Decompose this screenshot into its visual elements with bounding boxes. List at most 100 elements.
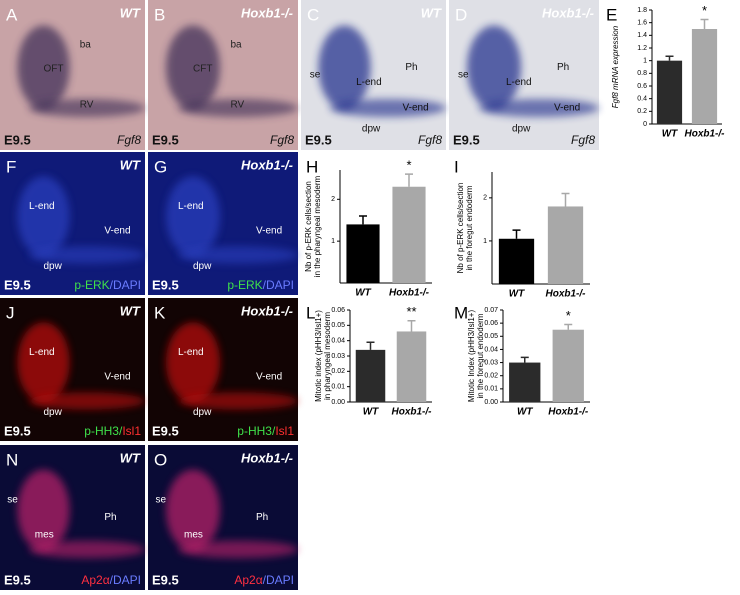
tissue bbox=[17, 176, 70, 257]
image-panel: N WT se mes Ph E9.5 Ap2α/DAPI bbox=[0, 445, 145, 590]
error-bar bbox=[405, 173, 413, 187]
y-axis-label-line: Nb of p-ERK cells/section bbox=[304, 181, 313, 272]
y-tick-label: 0.05 bbox=[331, 322, 345, 329]
image-panel: C WT se L-end Ph V-end dpw E9.5 Fgf8 bbox=[301, 0, 446, 150]
y-axis-label-line: Mitotic Index (pHH3/Isl1+) bbox=[467, 310, 476, 403]
stain-part: Isl1 bbox=[275, 424, 294, 438]
genotype: WT bbox=[120, 450, 141, 465]
anatomy-label: Ph bbox=[557, 62, 569, 73]
panel-letter: N bbox=[6, 450, 18, 469]
y-tick-label: 1.6 bbox=[637, 20, 647, 27]
anatomy-label: V-end bbox=[104, 371, 130, 382]
panel-letter: C bbox=[307, 5, 319, 24]
error-bar bbox=[407, 319, 416, 332]
stain: Fgf8 bbox=[571, 133, 595, 147]
stain: Fgf8 bbox=[270, 133, 294, 147]
bar-chart: I 1 2 Nb of p-ERK cells/sectionin the foreg… bbox=[454, 157, 590, 300]
tissue bbox=[318, 25, 371, 110]
y-tick-label: 0.8 bbox=[637, 70, 647, 77]
error-bar bbox=[359, 215, 367, 225]
anatomy-label: dpw bbox=[44, 407, 63, 418]
error-bar bbox=[564, 323, 573, 330]
x-tick-label: Hoxb1-/- bbox=[548, 407, 589, 418]
panel-letter: E bbox=[606, 5, 617, 24]
genotype: WT bbox=[120, 157, 141, 172]
bar-chart: M0.000.010.020.030.040.050.060.07Mitotic… bbox=[454, 303, 590, 418]
stain: Ap2α/DAPI bbox=[234, 573, 294, 587]
tissue bbox=[29, 99, 145, 117]
anatomy-label: RV bbox=[231, 100, 245, 111]
x-tick-label: Hoxb1-/- bbox=[389, 288, 430, 299]
genotype: WT bbox=[120, 5, 141, 20]
stain-part: p-ERK bbox=[74, 278, 109, 292]
y-tick-label: 0.01 bbox=[484, 386, 498, 393]
tissue bbox=[166, 25, 220, 110]
stage: E9.5 bbox=[152, 132, 179, 147]
error-bar bbox=[366, 341, 375, 350]
error-bar bbox=[700, 18, 709, 29]
stain: p-ERK/DAPI bbox=[74, 278, 141, 292]
y-tick-label: 0.03 bbox=[484, 359, 498, 366]
y-tick-label: 0 bbox=[643, 121, 647, 128]
image-panel: F WT L-end V-end dpw E9.5 p-ERK/DAPI bbox=[0, 152, 145, 295]
anatomy-label: se bbox=[156, 495, 167, 506]
image-panel: A WT ba OFT RV E9.5 Fgf8 bbox=[0, 0, 145, 150]
image-panel: O Hoxb1-/- se mes Ph E9.5 Ap2α/DAPI bbox=[148, 445, 298, 590]
stain-part: Ap2α bbox=[81, 573, 109, 587]
image-panel: G Hoxb1-/- L-end V-end dpw E9.5 p-ERK/DAPI bbox=[148, 152, 298, 295]
anatomy-label: V-end bbox=[104, 225, 130, 236]
y-tick-label: 0.05 bbox=[484, 333, 498, 340]
stain-part: p-HH3/ bbox=[237, 424, 276, 438]
significance: * bbox=[406, 158, 411, 173]
anatomy-label: Ph bbox=[104, 512, 116, 523]
panel-letter: B bbox=[154, 5, 165, 24]
stage: E9.5 bbox=[152, 572, 179, 587]
x-tick-label: WT bbox=[355, 288, 371, 299]
bar bbox=[509, 362, 541, 402]
anatomy-label: V-end bbox=[554, 103, 580, 114]
anatomy-label: dpw bbox=[193, 261, 212, 272]
stain-part: Ap2α bbox=[234, 573, 262, 587]
y-tick-label: 1 bbox=[483, 238, 487, 245]
tissue bbox=[178, 99, 298, 117]
anatomy-label: L-end bbox=[29, 347, 55, 358]
y-tick-label: 1.4 bbox=[637, 32, 647, 39]
genotype: Hoxb1-/- bbox=[542, 5, 594, 20]
bar bbox=[552, 329, 584, 402]
genotype: Hoxb1-/- bbox=[241, 5, 293, 20]
anatomy-label: V-end bbox=[403, 103, 429, 114]
anatomy-label: ba bbox=[231, 40, 243, 51]
stain-part: p-HH3/ bbox=[84, 424, 123, 438]
anatomy-label: L-end bbox=[29, 201, 55, 212]
bar-chart: H 1 2 Nb of p-ERK cells/sectionin the phary… bbox=[304, 157, 432, 299]
stain-part: /DAPI bbox=[110, 573, 141, 587]
significance: ** bbox=[406, 304, 416, 319]
bar bbox=[547, 206, 584, 284]
y-axis-label-line: Fgf8 mRNA expression bbox=[611, 25, 620, 108]
stain-part: Isl1 bbox=[122, 424, 141, 438]
y-axis-label: Fgf8 mRNA expression bbox=[611, 25, 620, 108]
anatomy-label: OFT bbox=[44, 64, 64, 75]
tissue bbox=[166, 322, 220, 403]
anatomy-label: Ph bbox=[256, 512, 268, 523]
genotype: WT bbox=[421, 5, 442, 20]
panel-letter: L bbox=[306, 303, 315, 322]
y-axis-label-line: in the pharyngeal mesoderm bbox=[313, 175, 322, 277]
y-axis-label: Nb of p-ERK cells/sectionin the foregut … bbox=[456, 183, 474, 274]
x-tick-label: WT bbox=[517, 407, 533, 418]
panel-letter: M bbox=[454, 303, 468, 322]
panel-letter: H bbox=[306, 157, 318, 176]
y-axis-label: Nb of p-ERK cells/sectionin the pharynge… bbox=[304, 175, 322, 277]
y-tick-label: 0.06 bbox=[484, 320, 498, 327]
tissue bbox=[178, 540, 298, 559]
image-panel: K Hoxb1-/- L-end V-end dpw E9.5 p-HH3/Isl1 bbox=[148, 298, 298, 441]
y-axis-label-line: in the foregut endoderm bbox=[476, 313, 485, 398]
anatomy-label: dpw bbox=[512, 124, 531, 135]
y-tick-label: 0.04 bbox=[484, 346, 498, 353]
y-axis-label: Mitotic index (pHH3/Isl1+)in pharyngeal … bbox=[314, 310, 332, 402]
y-tick-label: 0.01 bbox=[331, 384, 345, 391]
anatomy-label: L-end bbox=[506, 77, 532, 88]
x-tick-label: Hoxb1-/- bbox=[685, 129, 726, 140]
anatomy-label: V-end bbox=[256, 225, 282, 236]
anatomy-label: CFT bbox=[193, 64, 212, 75]
